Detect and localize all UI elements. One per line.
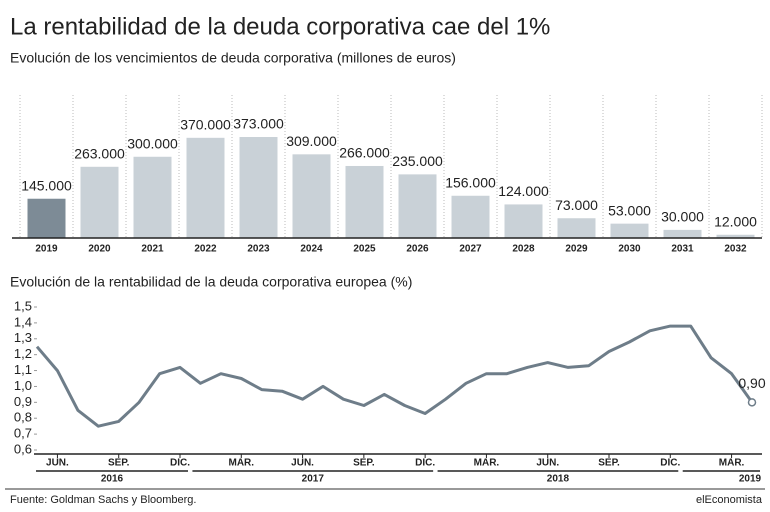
x-tick-label: MAR.	[719, 458, 745, 469]
bar	[398, 174, 437, 238]
y-tick-label: 1,1	[14, 362, 32, 377]
x-tick-label: 2019	[35, 244, 58, 255]
y-tick-label: 1,4	[14, 314, 32, 329]
x-tick-label: SEP.	[598, 458, 620, 469]
bar	[663, 229, 702, 238]
bar	[133, 156, 172, 238]
value-label: 73.000	[555, 197, 598, 213]
x-tick-label: 2031	[671, 244, 694, 255]
bar	[292, 154, 331, 238]
value-label: 370.000	[180, 117, 231, 133]
brand: elEconomista	[696, 494, 763, 506]
line-chart-title: Evolución de la rentabilidad de la deuda…	[10, 274, 412, 290]
x-tick-label: 2025	[353, 244, 376, 255]
x-tick-label: JUN.	[46, 458, 69, 469]
value-label: 266.000	[339, 145, 390, 161]
value-label: 263.000	[74, 145, 125, 161]
bar	[451, 195, 490, 238]
y-tick-label: 1,3	[14, 330, 32, 345]
x-tick-label: MAR.	[229, 458, 255, 469]
x-tick-label: SEP.	[353, 458, 375, 469]
y-tick-label: 0,9	[14, 394, 32, 409]
end-marker	[747, 398, 757, 407]
x-tick-label: 2022	[194, 244, 217, 255]
x-tick-label: 2020	[88, 244, 111, 255]
line	[35, 324, 754, 428]
x-tick-label: JUN.	[536, 458, 559, 469]
x-tick-label: SEP.	[108, 458, 130, 469]
y-tick-label: 1,5	[14, 298, 32, 313]
value-label: 0,90	[738, 375, 765, 391]
x-tick-label: 2027	[459, 244, 482, 255]
bar	[716, 234, 755, 238]
value-label: 235.000	[392, 153, 443, 169]
headline: La rentabilidad de la deuda corporativa …	[10, 13, 550, 40]
x-tick-label: 2026	[406, 244, 429, 255]
x-tick-label: 2023	[247, 244, 270, 255]
bar	[610, 223, 649, 238]
bar	[345, 165, 384, 238]
y-tick-label: 1,0	[14, 378, 32, 393]
bar	[239, 137, 278, 238]
x-tick-label: 2029	[565, 244, 588, 255]
value-label: 12.000	[714, 213, 757, 229]
value-label: 309.000	[286, 133, 337, 149]
y-tick-label: 1,2	[14, 346, 32, 361]
x-tick-label: 2028	[512, 244, 535, 255]
value-label: 30.000	[661, 209, 704, 225]
source: Fuente: Goldman Sachs y Bloomberg.	[10, 494, 196, 506]
year-label: 2019	[739, 474, 762, 485]
value-label: 145.000	[21, 177, 72, 193]
value-label: 124.000	[498, 183, 549, 199]
x-tick-label: MAR.	[474, 458, 500, 469]
bar	[186, 137, 225, 238]
x-tick-label: DIC.	[170, 458, 190, 469]
x-tick-label: 2024	[300, 244, 323, 255]
year-label: 2017	[302, 474, 325, 485]
year-label: 2018	[547, 474, 570, 485]
x-tick-label: 2021	[141, 244, 164, 255]
y-tick-label: 0,8	[14, 410, 32, 425]
year-label: 2016	[101, 474, 124, 485]
value-label: 53.000	[608, 202, 651, 218]
bar	[504, 204, 543, 238]
y-tick-label: 0,7	[14, 426, 32, 441]
x-tick-label: DIC.	[415, 458, 435, 469]
bar	[27, 198, 66, 238]
value-label: 373.000	[233, 116, 284, 132]
bar-chart-title: Evolución de los vencimientos de deuda c…	[10, 50, 456, 66]
x-tick-label: 2032	[724, 244, 747, 255]
x-tick-label: 2030	[618, 244, 641, 255]
y-tick-label: 0,6	[14, 441, 32, 456]
bar	[80, 166, 119, 238]
value-label: 300.000	[127, 135, 178, 151]
value-label: 156.000	[445, 174, 496, 190]
x-tick-label: DIC.	[660, 458, 680, 469]
bar	[557, 218, 596, 238]
x-tick-label: JUN.	[291, 458, 314, 469]
